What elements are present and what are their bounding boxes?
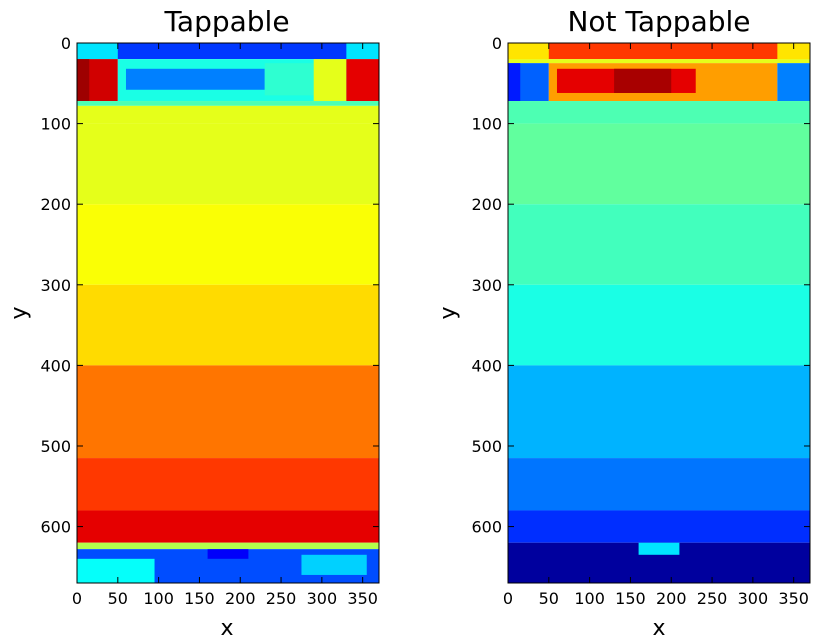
heatmap-cell <box>77 105 379 124</box>
heatmap-cell <box>508 101 810 124</box>
x-tick-label: 150 <box>184 589 215 608</box>
y-tick-label: 400 <box>40 356 71 375</box>
panel-tappable: Tappable 0 50 100 150 200 250 300 350 0 100 200 30… <box>7 5 380 641</box>
heatmap-cell <box>77 510 379 543</box>
heatmap-cell <box>77 43 379 60</box>
heatmap-cell <box>508 365 810 459</box>
heatmap-cell <box>77 123 379 205</box>
y-tick-label: 300 <box>471 276 502 295</box>
x-tick-label: 200 <box>656 589 687 608</box>
heatmap-cell <box>346 43 379 60</box>
y-tick-label: 600 <box>471 518 502 537</box>
heatmap-cell <box>777 43 810 60</box>
x-tick-label: 100 <box>574 589 605 608</box>
x-tick-label: 0 <box>72 589 82 608</box>
y-ticks: 0 100 200 300 400 500 600 <box>40 34 379 537</box>
y-tick-label: 600 <box>40 518 71 537</box>
x-tick-label: 300 <box>307 589 338 608</box>
heatmap-cell <box>77 101 379 106</box>
x-tick-label: 350 <box>347 589 378 608</box>
y-axis-label: y <box>436 306 461 319</box>
panel-title: Not Tappable <box>567 5 750 38</box>
y-ticks: 0 100 200 300 400 500 600 <box>471 34 810 537</box>
x-tick-label: 0 <box>503 589 513 608</box>
y-tick-label: 500 <box>40 437 71 456</box>
heatmap-cell <box>508 284 810 366</box>
heatmap-cell <box>313 59 347 102</box>
panel-title: Tappable <box>163 5 289 38</box>
heatmap-cell <box>77 284 379 366</box>
heatmap-cells <box>77 43 379 583</box>
heatmap-cells <box>508 43 810 583</box>
panel-not-tappable: Not Tappable 0 50 100 150 200 250 300 350 0 100 2… <box>436 5 811 641</box>
heatmap-cell <box>508 123 810 205</box>
y-tick-label: 300 <box>40 276 71 295</box>
heatmap-cell <box>346 59 379 102</box>
y-tick-label: 100 <box>40 115 71 134</box>
heatmap-cell <box>264 63 314 96</box>
heatmap-cell <box>77 542 379 550</box>
y-tick-label: 200 <box>40 195 71 214</box>
heatmap-cell <box>301 554 367 575</box>
x-tick-label: 250 <box>266 589 297 608</box>
heatmap-cell <box>77 458 379 511</box>
heatmap-cell <box>77 365 379 459</box>
x-tick-label: 150 <box>615 589 646 608</box>
heatmap-cell <box>508 458 810 511</box>
heatmap-cell <box>77 558 155 583</box>
heatmap-cell <box>614 68 672 93</box>
heatmap-cell <box>125 68 265 90</box>
y-tick-label: 0 <box>61 34 71 53</box>
y-tick-label: 100 <box>471 115 502 134</box>
heatmap-cell <box>777 63 810 102</box>
x-tick-label: 100 <box>143 589 174 608</box>
x-tick-label: 250 <box>697 589 728 608</box>
heatmap-cell <box>508 59 810 64</box>
heatmap-cell <box>508 43 810 60</box>
x-tick-label: 50 <box>108 589 128 608</box>
heatmap-cell <box>207 549 249 559</box>
x-axis-label: x <box>652 616 665 641</box>
y-tick-label: 400 <box>471 356 502 375</box>
heatmap-cell <box>508 63 521 102</box>
heatmap-cell <box>508 43 549 60</box>
x-tick-label: 50 <box>539 589 559 608</box>
x-tick-label: 300 <box>738 589 769 608</box>
x-ticks: 0 50 100 150 200 250 300 350 <box>503 43 809 608</box>
heatmap-cell <box>77 59 90 102</box>
y-tick-label: 0 <box>492 34 502 53</box>
x-tick-label: 350 <box>778 589 809 608</box>
x-tick-label: 200 <box>225 589 256 608</box>
y-tick-label: 500 <box>471 437 502 456</box>
heatmap-cell <box>77 43 118 60</box>
x-ticks: 0 50 100 150 200 250 300 350 <box>72 43 378 608</box>
heatmap-cell <box>638 542 680 555</box>
y-tick-label: 200 <box>471 195 502 214</box>
heatmap-cell <box>508 204 810 285</box>
heatmap-cell <box>77 204 379 285</box>
plot-frame <box>76 42 380 584</box>
heatmap-cell <box>508 510 810 543</box>
plot-frame <box>507 42 811 584</box>
x-axis-label: x <box>220 616 233 641</box>
y-axis-label: y <box>7 306 32 319</box>
